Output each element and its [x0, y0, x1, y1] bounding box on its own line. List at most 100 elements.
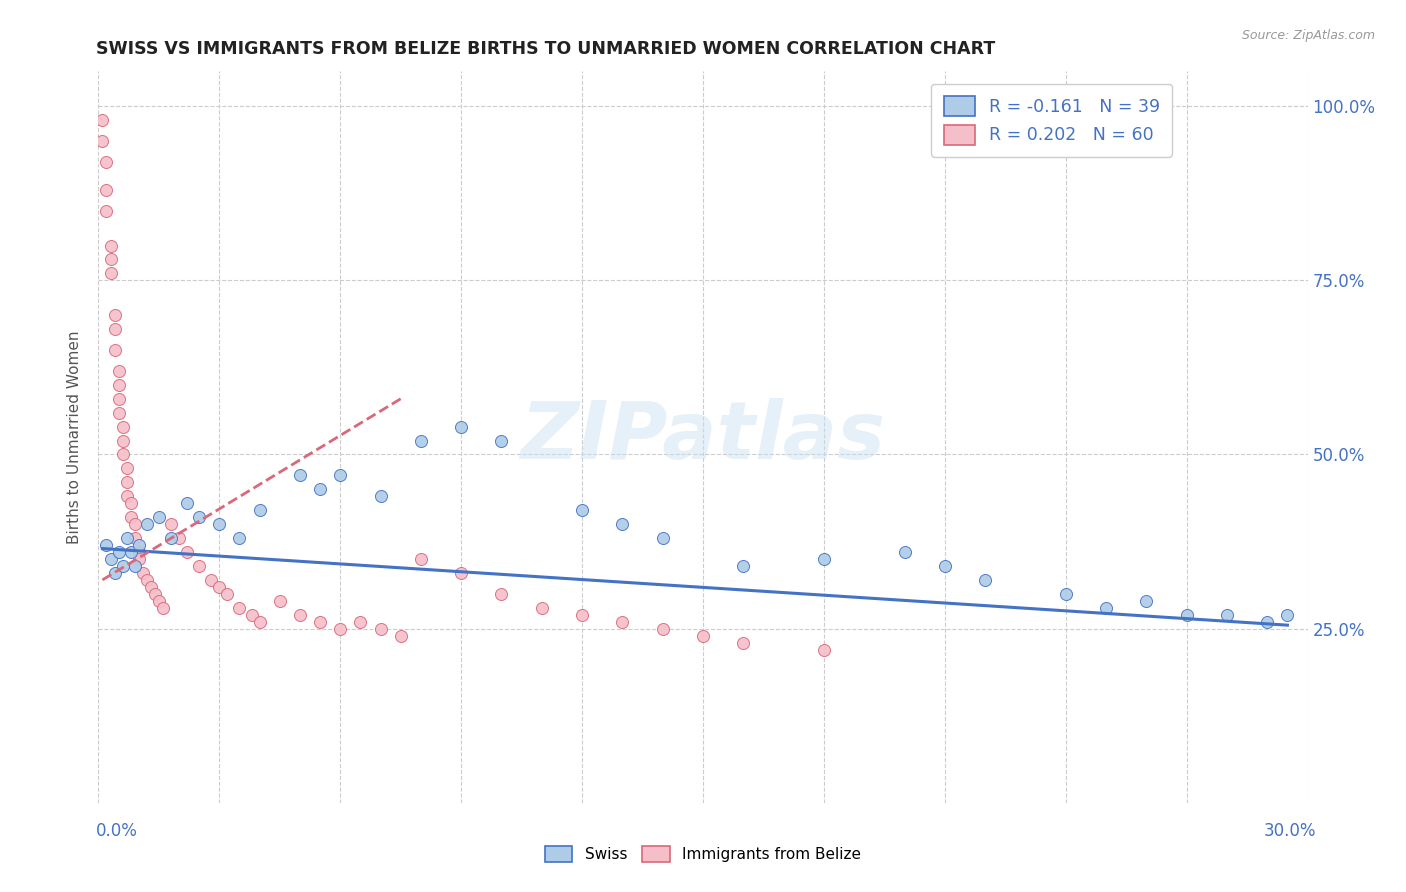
- Point: [240, 607, 263, 622]
- Point: [111, 434, 134, 448]
- Point: [160, 531, 183, 545]
- Legend: Swiss, Immigrants from Belize: Swiss, Immigrants from Belize: [538, 839, 868, 868]
- Point: [120, 510, 142, 524]
- Legend: R = -0.161   N = 39, R = 0.202   N = 60: R = -0.161 N = 39, R = 0.202 N = 60: [931, 84, 1173, 157]
- Point: [103, 308, 125, 322]
- Point: [228, 531, 250, 545]
- Point: [651, 531, 673, 545]
- Point: [1095, 600, 1118, 615]
- Text: SWISS VS IMMIGRANTS FROM BELIZE BIRTHS TO UNMARRIED WOMEN CORRELATION CHART: SWISS VS IMMIGRANTS FROM BELIZE BIRTHS T…: [96, 40, 995, 58]
- Point: [733, 635, 755, 649]
- Point: [329, 622, 352, 636]
- Point: [103, 322, 125, 336]
- Point: [813, 552, 835, 566]
- Point: [120, 545, 142, 559]
- Point: [612, 615, 634, 629]
- Point: [370, 489, 392, 503]
- Point: [200, 573, 222, 587]
- Point: [208, 517, 231, 532]
- Point: [188, 558, 211, 573]
- Point: [107, 364, 129, 378]
- Point: [111, 558, 134, 573]
- Point: [813, 642, 835, 657]
- Point: [349, 615, 371, 629]
- Point: [1256, 615, 1278, 629]
- Point: [139, 580, 162, 594]
- Point: [1277, 607, 1299, 622]
- Point: [91, 134, 114, 148]
- Point: [103, 566, 125, 580]
- Point: [100, 238, 122, 252]
- Point: [893, 545, 915, 559]
- Point: [450, 419, 472, 434]
- Point: [143, 587, 166, 601]
- Point: [571, 607, 593, 622]
- Point: [249, 615, 271, 629]
- Point: [124, 558, 146, 573]
- Point: [132, 566, 155, 580]
- Point: [120, 496, 142, 510]
- Point: [115, 489, 138, 503]
- Point: [160, 517, 183, 532]
- Point: [128, 552, 150, 566]
- Point: [124, 517, 146, 532]
- Point: [128, 538, 150, 552]
- Point: [389, 629, 412, 643]
- Point: [100, 266, 122, 280]
- Point: [96, 155, 118, 169]
- Y-axis label: Births to Unmarried Women: Births to Unmarried Women: [67, 330, 83, 544]
- Point: [491, 434, 513, 448]
- Point: [370, 622, 392, 636]
- Point: [100, 252, 122, 267]
- Point: [103, 343, 125, 357]
- Point: [152, 600, 174, 615]
- Point: [115, 461, 138, 475]
- Point: [135, 573, 157, 587]
- Point: [309, 483, 332, 497]
- Text: Source: ZipAtlas.com: Source: ZipAtlas.com: [1241, 29, 1375, 42]
- Point: [329, 468, 352, 483]
- Point: [288, 607, 311, 622]
- Point: [111, 419, 134, 434]
- Point: [934, 558, 956, 573]
- Point: [96, 203, 118, 218]
- Point: [409, 552, 432, 566]
- Point: [107, 377, 129, 392]
- Point: [692, 629, 714, 643]
- Point: [1175, 607, 1198, 622]
- Point: [91, 113, 114, 128]
- Point: [249, 503, 271, 517]
- Point: [1216, 607, 1239, 622]
- Point: [1135, 594, 1157, 608]
- Text: 0.0%: 0.0%: [96, 822, 138, 840]
- Text: ZIPatlas: ZIPatlas: [520, 398, 886, 476]
- Point: [107, 392, 129, 406]
- Point: [269, 594, 291, 608]
- Point: [111, 448, 134, 462]
- Point: [135, 517, 157, 532]
- Point: [409, 434, 432, 448]
- Point: [1054, 587, 1077, 601]
- Point: [217, 587, 239, 601]
- Point: [107, 545, 129, 559]
- Point: [612, 517, 634, 532]
- Point: [96, 538, 118, 552]
- Point: [491, 587, 513, 601]
- Point: [124, 531, 146, 545]
- Point: [571, 503, 593, 517]
- Point: [167, 531, 190, 545]
- Point: [115, 531, 138, 545]
- Point: [100, 552, 122, 566]
- Point: [176, 545, 198, 559]
- Point: [115, 475, 138, 490]
- Point: [96, 183, 118, 197]
- Point: [148, 594, 170, 608]
- Point: [188, 510, 211, 524]
- Point: [148, 510, 170, 524]
- Point: [128, 545, 150, 559]
- Point: [309, 615, 332, 629]
- Point: [733, 558, 755, 573]
- Point: [228, 600, 250, 615]
- Point: [176, 496, 198, 510]
- Point: [450, 566, 472, 580]
